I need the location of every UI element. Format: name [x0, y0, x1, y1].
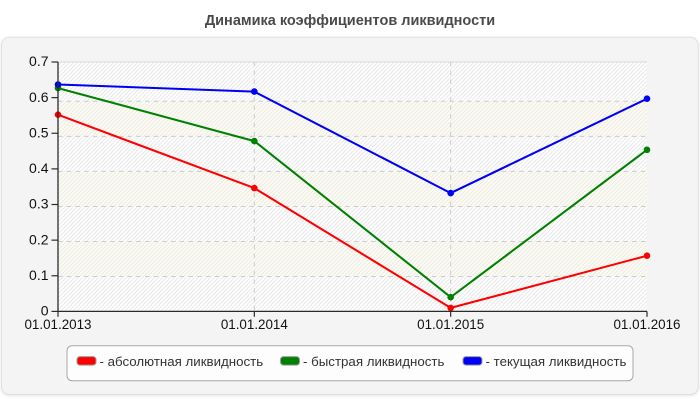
svg-text:01.01.2016: 01.01.2016: [613, 317, 680, 332]
svg-text:0.7: 0.7: [29, 53, 49, 69]
svg-text:- абсолютная ликвидность: - абсолютная ликвидность: [100, 354, 264, 369]
svg-text:0.5: 0.5: [29, 125, 49, 141]
svg-text:01.01.2014: 01.01.2014: [221, 317, 289, 332]
svg-text:Динамика коэффициентов ликвидн: Динамика коэффициентов ликвидности: [205, 13, 495, 29]
svg-text:0.1: 0.1: [29, 267, 49, 283]
svg-text:01.01.2013: 01.01.2013: [24, 317, 91, 332]
svg-text:- быстрая ликвидность: - быстрая ликвидность: [303, 354, 444, 369]
svg-text:0.2: 0.2: [29, 231, 49, 247]
svg-text:01.01.2015: 01.01.2015: [417, 317, 484, 332]
svg-text:0.3: 0.3: [29, 196, 49, 212]
svg-text:- текущая ликвидность: - текущая ликвидность: [486, 354, 627, 369]
svg-text:0.6: 0.6: [29, 89, 49, 105]
svg-text:0: 0: [41, 303, 49, 319]
svg-text:0.4: 0.4: [29, 160, 49, 176]
